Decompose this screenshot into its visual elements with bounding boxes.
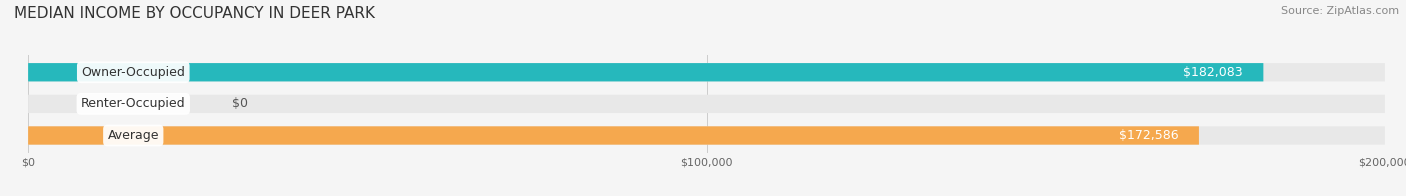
Text: $182,083: $182,083 [1184,66,1243,79]
Text: $172,586: $172,586 [1119,129,1178,142]
FancyBboxPatch shape [28,126,1199,145]
FancyBboxPatch shape [28,63,1385,81]
FancyBboxPatch shape [28,95,1385,113]
Text: MEDIAN INCOME BY OCCUPANCY IN DEER PARK: MEDIAN INCOME BY OCCUPANCY IN DEER PARK [14,6,375,21]
Text: $0: $0 [232,97,247,110]
FancyBboxPatch shape [28,126,1385,145]
Text: Source: ZipAtlas.com: Source: ZipAtlas.com [1281,6,1399,16]
Text: Average: Average [107,129,159,142]
FancyBboxPatch shape [28,63,1264,81]
Text: Owner-Occupied: Owner-Occupied [82,66,186,79]
Text: Renter-Occupied: Renter-Occupied [82,97,186,110]
